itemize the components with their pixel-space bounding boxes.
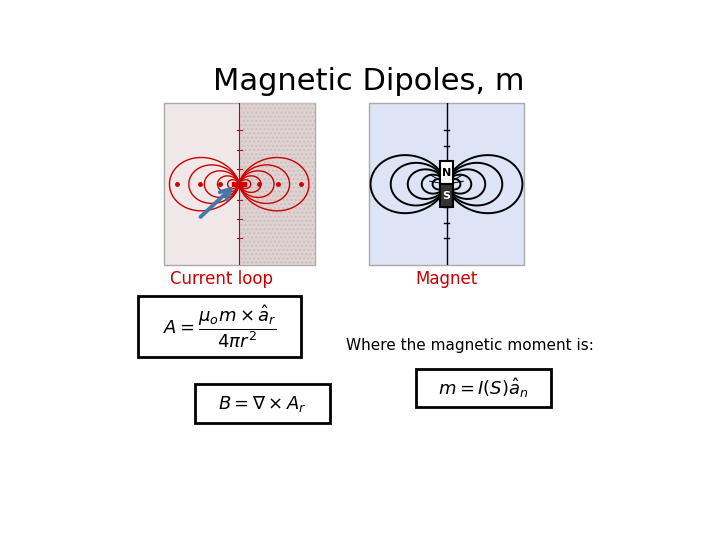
FancyArrowPatch shape (201, 189, 230, 217)
Text: S: S (443, 191, 451, 201)
Text: Current loop: Current loop (170, 271, 274, 288)
Bar (233, 182, 246, 186)
Text: Where the magnetic moment is:: Where the magnetic moment is: (346, 339, 594, 353)
Text: $B = \nabla \times A_r$: $B = \nabla \times A_r$ (218, 394, 307, 414)
Bar (369, 103, 524, 265)
Bar (163, 103, 315, 265)
Text: N: N (442, 167, 451, 178)
Bar (194, 384, 330, 423)
Bar (439, 184, 454, 207)
Bar (439, 161, 454, 184)
Text: $m = I(S)\hat{a}_n$: $m = I(S)\hat{a}_n$ (438, 376, 528, 400)
Text: $A = \dfrac{\mu_o m \times \hat{a}_r}{4\pi r^2}$: $A = \dfrac{\mu_o m \times \hat{a}_r}{4\… (163, 303, 276, 350)
Text: Magnet: Magnet (415, 271, 477, 288)
Bar (415, 369, 551, 408)
Bar (138, 296, 301, 357)
Text: Magnetic Dipoles, m: Magnetic Dipoles, m (213, 68, 525, 96)
Bar (239, 103, 315, 265)
